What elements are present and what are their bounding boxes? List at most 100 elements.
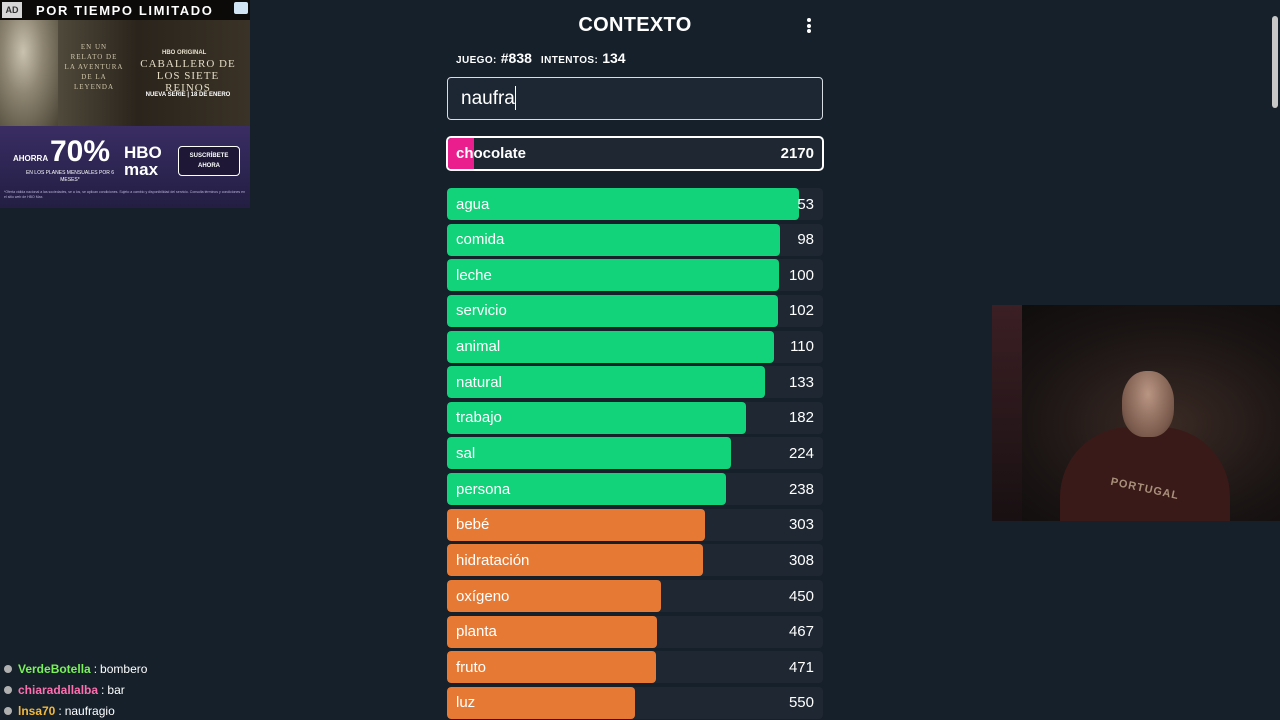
guess-row: sal 224 xyxy=(447,437,823,470)
chat-overlay: VerdeBotella: bombero chiaradallalba: bar ln… xyxy=(4,658,304,720)
chat-username: VerdeBotella xyxy=(18,661,91,676)
ad-release-date: NUEVA SERIE | 18 DE ENERO xyxy=(145,92,231,98)
guess-word: natural xyxy=(456,373,502,391)
chat-text: naufragio xyxy=(64,703,115,718)
guess-word: comida xyxy=(456,231,505,249)
ad-verse: EN UN RELATO DE LA AVENTURA DE LA LEYEND… xyxy=(64,43,124,91)
guess-word: fruto xyxy=(456,658,487,676)
guess-row-fill xyxy=(447,401,746,434)
guess-row: animal 110 xyxy=(447,330,823,363)
chat-text: bar xyxy=(107,682,125,697)
chat-text: bombero xyxy=(100,661,148,676)
game-number-label: JUEGO: xyxy=(456,55,497,66)
guess-word: oxígeno xyxy=(456,587,510,605)
webcam-background xyxy=(992,305,1022,521)
guess-row: luz 550 xyxy=(447,686,823,719)
ad-brand-logo: HBO max xyxy=(124,143,162,179)
guess-rank: 238 xyxy=(788,480,814,498)
guess-row: fruto 471 xyxy=(447,651,823,684)
guess-rank: 471 xyxy=(788,658,814,676)
guess-word: leche xyxy=(456,266,492,284)
chat-badge-icon xyxy=(4,664,12,673)
chat-separator: : xyxy=(58,703,62,718)
chat-separator: : xyxy=(93,661,98,676)
chat-username: lnsa70 xyxy=(18,703,56,718)
more-options-icon[interactable] xyxy=(804,18,814,34)
guess-word: sal xyxy=(456,444,476,462)
ad-discount: 70% xyxy=(50,135,111,168)
guess-word: agua xyxy=(456,195,490,213)
guess-row-fill xyxy=(447,188,799,220)
last-guess-row: chocolate 2170 xyxy=(446,136,824,171)
ad-headline: POR TIEMPO LIMITADO xyxy=(36,2,214,18)
ad-subscribe-button[interactable]: SUSCRÍBETE AHORA xyxy=(178,146,240,176)
ad-fine-print: *Oferta válida nacional a las sociedades… xyxy=(4,190,246,199)
ad-plans-text: EN LOS PLANES MENSUALES POR 6 MESES* xyxy=(25,170,115,183)
guess-row: persona 238 xyxy=(447,473,823,506)
guess-rank: 102 xyxy=(788,302,814,320)
guess-rank: 182 xyxy=(788,409,814,427)
ad-save-label: AHORRA xyxy=(13,154,49,163)
guess-row-fill xyxy=(447,686,635,719)
guess-word: luz xyxy=(456,694,476,712)
guess-row: hidratación 308 xyxy=(447,544,823,577)
guess-word: animal xyxy=(456,338,501,356)
guess-list: agua 53 comida 98 leche 100 servicio 102 animal 1… xyxy=(447,188,823,720)
ad-offer: AHORRA 70% EN LOS PLANES MENSUALES POR 6… xyxy=(0,126,250,208)
guess-rank: 303 xyxy=(788,516,814,534)
chat-message: VerdeBotella: bombero xyxy=(4,658,304,679)
ad-artwork: EN UN RELATO DE LA AVENTURA DE LA LEYEND… xyxy=(0,20,250,126)
guess-row-fill xyxy=(447,508,705,541)
guess-rank: 450 xyxy=(788,587,814,605)
guess-rank: 550 xyxy=(788,694,814,712)
last-guess-word: chocolate xyxy=(456,145,527,162)
guess-row-fill xyxy=(447,651,656,684)
guess-row: natural 133 xyxy=(447,366,823,399)
guess-row-fill xyxy=(447,330,775,363)
guess-word: persona xyxy=(456,480,511,498)
last-guess-rank: 2170 xyxy=(780,145,814,162)
guess-word: planta xyxy=(456,623,497,641)
guess-row: agua 53 xyxy=(447,188,823,220)
scrollbar-thumb[interactable] xyxy=(1272,16,1278,108)
game-stats: JUEGO: #838 INTENTOS: 134 xyxy=(456,50,635,66)
streamer-body xyxy=(1060,427,1230,521)
guess-row-fill xyxy=(447,473,726,506)
webcam-overlay: PORTUGAL xyxy=(992,305,1280,521)
guess-row-fill xyxy=(447,294,778,327)
ad-show-title: CABALLERO DE LOS SIETE REINOS xyxy=(140,58,236,94)
last-guess-fill xyxy=(448,138,475,169)
guess-rank: 98 xyxy=(797,231,814,249)
guess-row: comida 98 xyxy=(447,223,823,256)
ad-choices-icon[interactable] xyxy=(234,2,248,14)
guess-row-fill xyxy=(447,544,704,577)
attempts-label: INTENTOS: xyxy=(540,55,599,66)
chat-username: chiaradallalba xyxy=(18,682,99,697)
guess-row: trabajo 182 xyxy=(447,401,823,434)
guess-rank: 110 xyxy=(790,338,814,356)
ad-badge: AD xyxy=(2,2,22,18)
guess-input[interactable] xyxy=(447,77,823,120)
ad-character-image xyxy=(0,20,58,126)
game-title: CONTEXTO xyxy=(578,14,692,36)
guess-row: planta 467 xyxy=(447,615,823,648)
chat-badge-icon xyxy=(4,706,12,715)
guess-row-fill xyxy=(447,437,731,470)
chat-separator: : xyxy=(101,682,105,697)
guess-word: trabajo xyxy=(456,409,502,427)
guess-row-fill xyxy=(447,615,657,648)
guess-rank: 100 xyxy=(788,266,814,284)
guess-word: hidratación xyxy=(456,551,530,569)
streamer-head xyxy=(1122,371,1174,437)
advertisement[interactable]: AD POR TIEMPO LIMITADO EN UN RELATO DE L… xyxy=(0,0,250,208)
guess-row-fill xyxy=(447,223,780,256)
chat-message: lnsa70: naufragio xyxy=(4,700,304,720)
guess-rank: 53 xyxy=(797,195,814,213)
guess-rank: 467 xyxy=(788,623,814,641)
text-caret xyxy=(515,86,516,110)
chat-message: chiaradallalba: bar xyxy=(4,679,304,700)
guess-word: bebé xyxy=(456,516,490,534)
guess-word: servicio xyxy=(456,302,507,320)
guess-row-fill xyxy=(447,366,766,399)
attempts-count: 134 xyxy=(602,50,626,66)
